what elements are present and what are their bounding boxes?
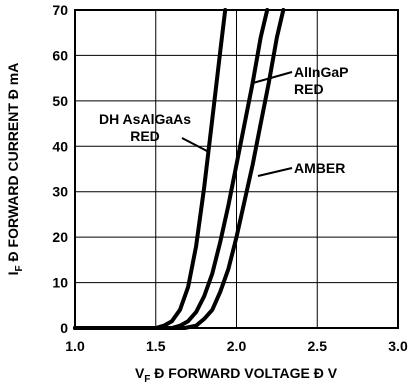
y-axis-title: IF Ð FORWARD CURRENT Ð mA [5, 63, 25, 276]
plot-frame [74, 9, 399, 329]
tick-labels: 1.0 1.5 2.0 2.5 3.0 0 10 20 30 40 50 60 70 [52, 2, 408, 354]
series-label-dh-asalgaas-red: DH AsAlGaAs [99, 111, 191, 127]
y-axis-title-subscript: F [14, 265, 25, 271]
x-axis-title-symbol: V [135, 365, 145, 381]
series-line-alingap-red [73, 8, 270, 330]
x-axis-title-text: Ð FORWARD VOLTAGE Ð V [150, 365, 337, 381]
x-axis-title: VF Ð FORWARD VOLTAGE Ð V [135, 365, 338, 385]
y-tick-label: 10 [52, 275, 68, 291]
series-lines [73, 8, 286, 330]
leader-line-amber [257, 167, 293, 177]
y-tick-label: 30 [52, 184, 68, 200]
series-line-dh-asalgaas-red [73, 8, 228, 330]
y-tick-label: 20 [52, 229, 68, 245]
x-tick-label: 1.5 [146, 338, 166, 354]
x-tick-label: 1.0 [65, 338, 85, 354]
x-tick-label: 2.0 [227, 338, 247, 354]
leader-line-dh-asalgaas-red [181, 137, 208, 152]
y-axis-title-text: Ð FORWARD CURRENT Ð mA [5, 63, 21, 266]
series-label-dh-asalgaas-red: RED [130, 128, 160, 144]
y-tick-label: 0 [60, 320, 68, 336]
y-tick-label: 70 [52, 2, 68, 18]
x-tick-label: 3.0 [388, 338, 408, 354]
y-axis-title-symbol: I [5, 271, 21, 275]
series-label-alingap-red: AlInGaP [294, 64, 348, 80]
series-label-amber: AMBER [294, 160, 345, 176]
series-label-alingap-red: RED [294, 81, 324, 97]
x-tick-label: 2.5 [308, 338, 328, 354]
leader-line-alingap-red [252, 71, 293, 84]
y-tick-label: 50 [52, 93, 68, 109]
y-tick-label: 60 [52, 47, 68, 63]
y-tick-label: 40 [52, 138, 68, 154]
series-line-amber [73, 8, 286, 330]
x-axis-title-subscript: F [144, 374, 150, 385]
